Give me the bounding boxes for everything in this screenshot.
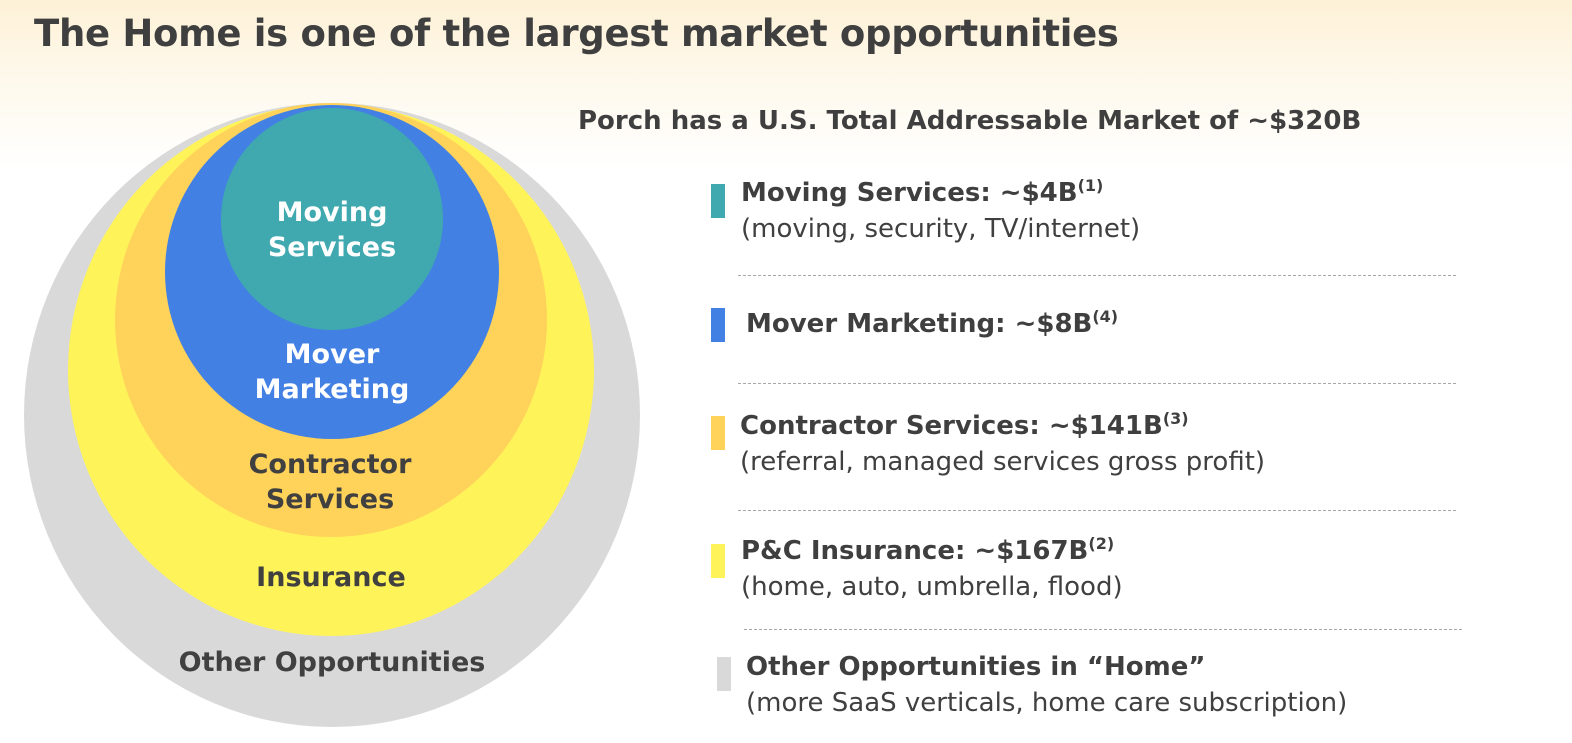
legend-divider	[738, 510, 1456, 511]
legend-heading-text: Other Opportunities in “Home”	[746, 652, 1206, 682]
legend-heading-mover-marketing: Mover Marketing: ~$8B(4)	[746, 307, 1119, 339]
label-other-opportunities: Other Opportunities	[179, 647, 486, 678]
legend-detail-contractor-services: (referral, managed services gross profit…	[740, 447, 1266, 477]
legend-divider	[744, 629, 1462, 630]
footnote-marker: (3)	[1162, 409, 1189, 428]
label-contractor-services-line2: Services	[266, 484, 394, 515]
circle-moving-services	[221, 108, 443, 330]
legend-heading-text: P&C Insurance: ~$167B	[741, 536, 1089, 566]
legend-heading-insurance: P&C Insurance: ~$167B(2)	[741, 534, 1115, 566]
legend-swatch-insurance	[711, 544, 725, 578]
legend-heading-moving-services: Moving Services: ~$4B(1)	[741, 176, 1104, 208]
label-moving-services-line2: Services	[268, 232, 396, 263]
footnote-marker: (2)	[1088, 534, 1115, 553]
label-contractor-services-line1: Contractor	[249, 449, 412, 480]
legend-detail-other-opportunities: (more SaaS verticals, home care subscrip…	[746, 688, 1348, 718]
legend-swatch-mover-marketing	[711, 308, 725, 342]
legend-swatch-other-opportunities	[717, 657, 731, 691]
tam-subtitle: Porch has a U.S. Total Addressable Marke…	[578, 106, 1362, 136]
legend-heading-text: Moving Services: ~$4B	[741, 178, 1078, 208]
legend-divider	[738, 383, 1456, 384]
label-mover-marketing-line2: Marketing	[255, 374, 410, 405]
footnote-marker: (4)	[1092, 307, 1119, 326]
legend-heading-contractor-services: Contractor Services: ~$141B(3)	[740, 409, 1189, 441]
legend-heading-text: Mover Marketing: ~$8B	[746, 309, 1093, 339]
legend-detail-moving-services: (moving, security, TV/internet)	[741, 214, 1141, 244]
legend-swatch-moving-services	[711, 184, 725, 218]
label-insurance: Insurance	[256, 562, 406, 593]
legend-swatch-contractor-services	[711, 416, 725, 450]
legend-heading-other-opportunities: Other Opportunities in “Home”	[746, 652, 1205, 682]
label-moving-services-line1: Moving	[277, 197, 388, 228]
page-title: The Home is one of the largest market op…	[34, 12, 1119, 55]
legend-divider	[738, 275, 1456, 276]
legend-heading-text: Contractor Services: ~$141B	[740, 411, 1163, 441]
legend-detail-insurance: (home, auto, umbrella, flood)	[741, 572, 1123, 602]
footnote-marker: (1)	[1077, 176, 1104, 195]
label-mover-marketing-line1: Mover	[285, 339, 380, 370]
nested-market-circles-diagram: Moving Services Mover Marketing Contract…	[24, 103, 640, 727]
